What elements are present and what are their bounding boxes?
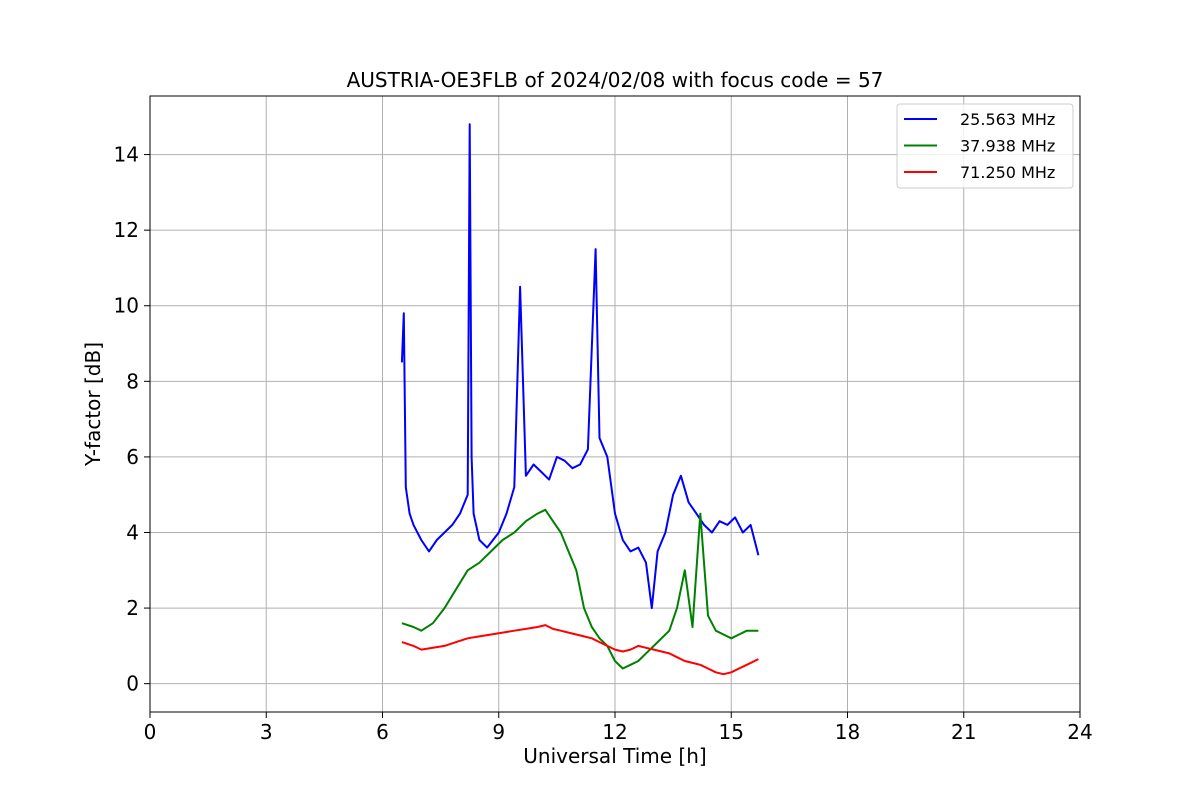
x-axis-label: Universal Time [h]	[523, 744, 706, 768]
series-line-1	[400, 123, 760, 610]
legend: 25.563 MHz 37.938 MHz 71.250 MHz	[896, 103, 1074, 189]
y-tick-label: 10	[114, 294, 139, 318]
x-tick-label: 6	[376, 720, 389, 744]
y-tick-label: 0	[126, 672, 139, 696]
legend-label-1: 25.563 MHz	[960, 110, 1055, 129]
x-tick-label: 12	[602, 720, 627, 744]
y-tick-label: 14	[114, 143, 139, 167]
y-tick-label: 8	[126, 369, 139, 393]
series-line-2	[401, 508, 759, 670]
x-tick-label: 18	[835, 720, 860, 744]
legend-box	[896, 103, 1074, 189]
x-tick-label: 0	[144, 720, 157, 744]
y-tick-label: 2	[126, 596, 139, 620]
series-line-3	[401, 624, 759, 676]
x-tick-label: 15	[719, 720, 744, 744]
y-axis-label: Y-factor [dB]	[81, 342, 105, 467]
legend-label-3: 71.250 MHz	[960, 163, 1055, 182]
y-tick-label: 4	[126, 520, 139, 544]
x-tick-label: 24	[1067, 720, 1092, 744]
legend-label-2: 37.938 MHz	[960, 137, 1055, 156]
chart-title: AUSTRIA-OE3FLB of 2024/02/08 with focus …	[347, 68, 884, 92]
series-lines	[400, 123, 760, 676]
x-tick-label: 21	[951, 720, 976, 744]
y-tick-label: 6	[126, 445, 139, 469]
x-tick-label: 3	[260, 720, 273, 744]
x-tick-label: 9	[492, 720, 505, 744]
y-tick-label: 12	[114, 218, 139, 242]
